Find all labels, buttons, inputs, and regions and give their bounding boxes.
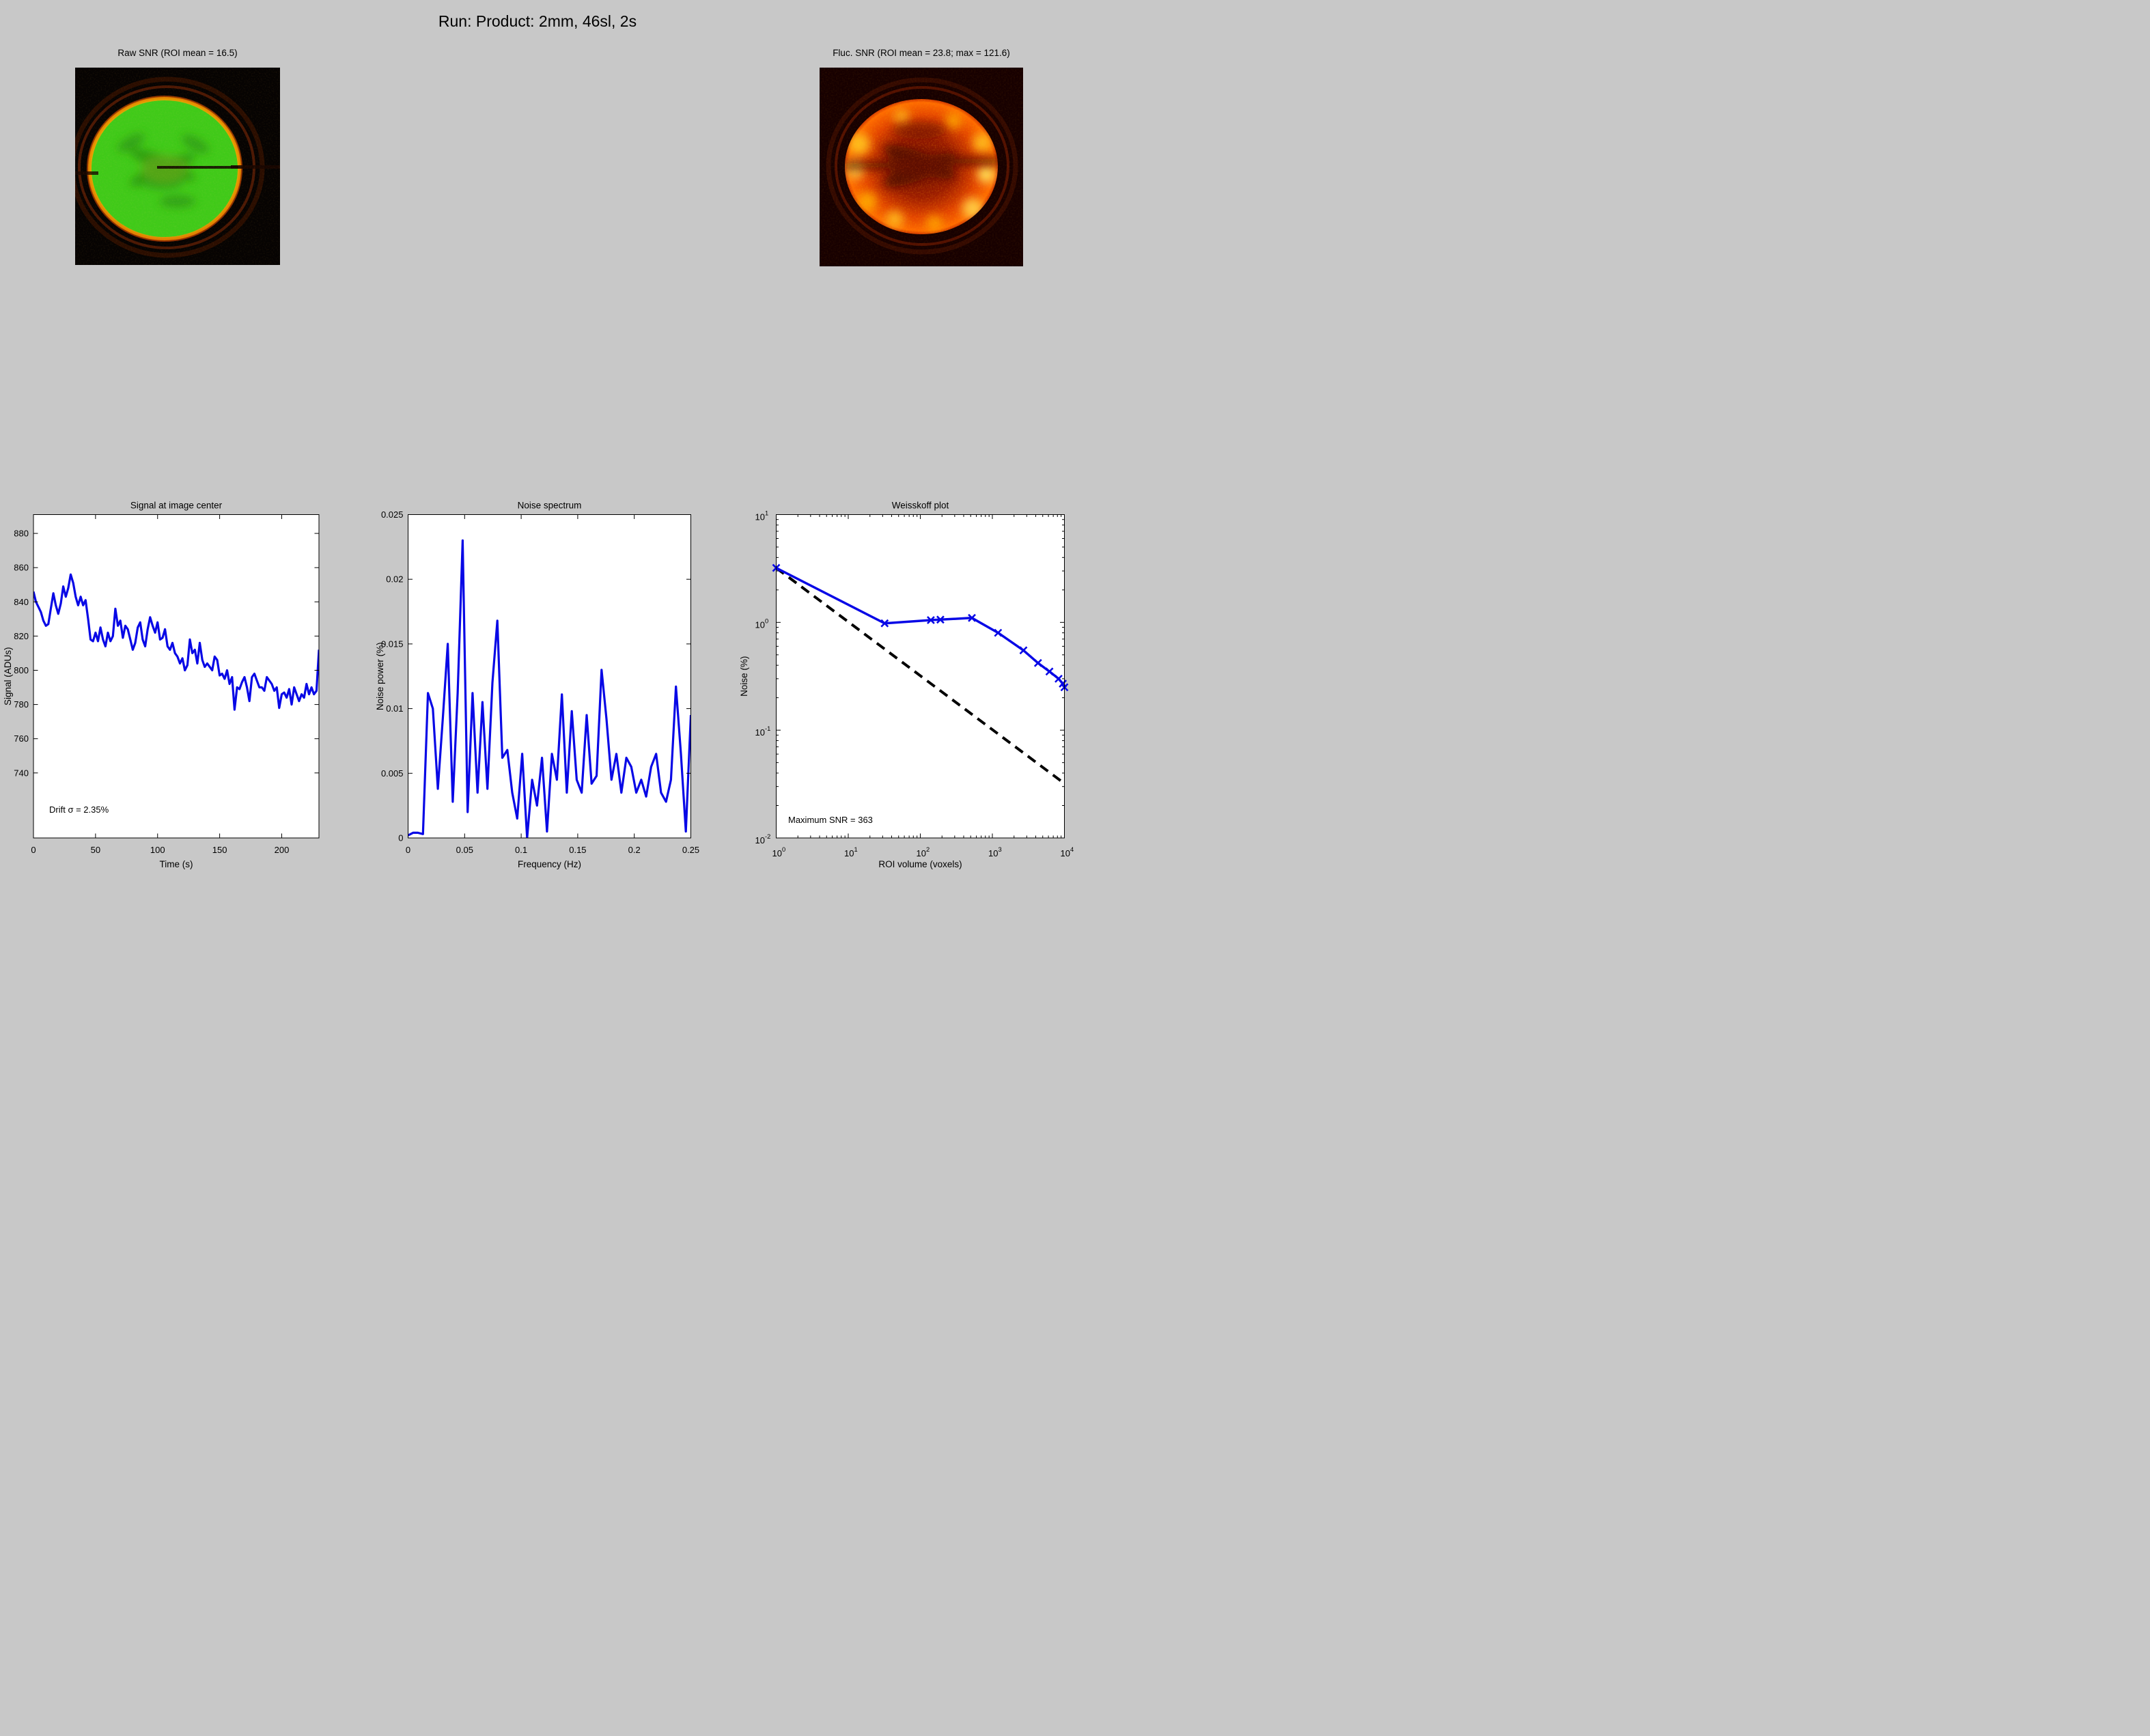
svg-text:0.02: 0.02 [386,574,403,585]
svg-text:740: 740 [14,768,29,778]
svg-text:50: 50 [91,845,100,855]
svg-text:820: 820 [14,631,29,641]
figure-title: Run: Product: 2mm, 46sl, 2s [438,12,637,30]
svg-text:800: 800 [14,665,29,675]
svg-text:100: 100 [755,617,769,630]
svg-text:Time (s): Time (s) [160,859,193,869]
svg-text:840: 840 [14,597,29,607]
svg-text:Noise (%): Noise (%) [739,656,749,697]
svg-text:101: 101 [844,846,858,858]
noise-spectrum-chart: 0 0.05 0.1 0.15 0.2 0.25 0 0.005 0.01 0.015 0.02 0.… [375,501,699,870]
svg-text:200: 200 [275,845,290,855]
svg-text:0: 0 [406,845,410,855]
svg-text:0.25: 0.25 [682,845,699,855]
raw-snr-title: Raw SNR (ROI mean = 16.5) [117,48,238,58]
svg-text:101: 101 [755,510,769,522]
svg-text:104: 104 [1061,846,1074,858]
svg-text:100: 100 [150,845,165,855]
svg-text:760: 760 [14,733,29,744]
svg-text:860: 860 [14,563,29,573]
svg-text:Maximum SNR = 363: Maximum SNR = 363 [788,815,873,825]
svg-text:0: 0 [31,845,36,855]
svg-text:Weisskoff plot: Weisskoff plot [892,501,949,511]
svg-text:Signal at image center: Signal at image center [130,501,223,511]
svg-text:100: 100 [772,846,786,858]
signal-chart: 0 50 100 150 200 740 760 780 800 820 840 860 880 Sign… [3,501,320,869]
svg-text:ROI volume (voxels): ROI volume (voxels) [878,859,962,869]
svg-text:0.2: 0.2 [628,845,641,855]
fluc-noise-overlay [820,68,1023,266]
svg-text:Frequency (Hz): Frequency (Hz) [518,859,581,869]
svg-text:0.015: 0.015 [381,639,404,649]
svg-text:10-1: 10-1 [755,725,771,738]
svg-text:0.025: 0.025 [381,509,404,520]
svg-text:0.05: 0.05 [456,845,473,855]
svg-text:Noise spectrum: Noise spectrum [518,501,582,511]
svg-text:Signal (ADUs): Signal (ADUs) [3,647,13,705]
svg-text:0.01: 0.01 [386,703,403,714]
fluc-snr-image [820,68,1023,266]
svg-text:0: 0 [398,833,403,843]
svg-text:0.005: 0.005 [381,768,404,779]
raw-snr-image [75,68,280,265]
svg-text:0.15: 0.15 [569,845,586,855]
raw-noise-overlay [75,68,280,265]
svg-text:880: 880 [14,529,29,539]
svg-text:103: 103 [988,846,1002,858]
svg-text:Drift σ = 2.35%: Drift σ = 2.35% [49,804,109,815]
svg-text:102: 102 [917,846,930,858]
svg-text:0.1: 0.1 [515,845,527,855]
svg-text:10-2: 10-2 [755,833,771,845]
svg-text:Noise power (%): Noise power (%) [375,642,385,710]
weisskoff-chart: 100 101 102 103 104 10-2 10-1 100 101 Weisskoff p… [739,501,1074,870]
svg-text:780: 780 [14,699,29,710]
svg-text:150: 150 [212,845,227,855]
fluc-snr-title: Fluc. SNR (ROI mean = 23.8; max = 121.6) [833,48,1010,58]
